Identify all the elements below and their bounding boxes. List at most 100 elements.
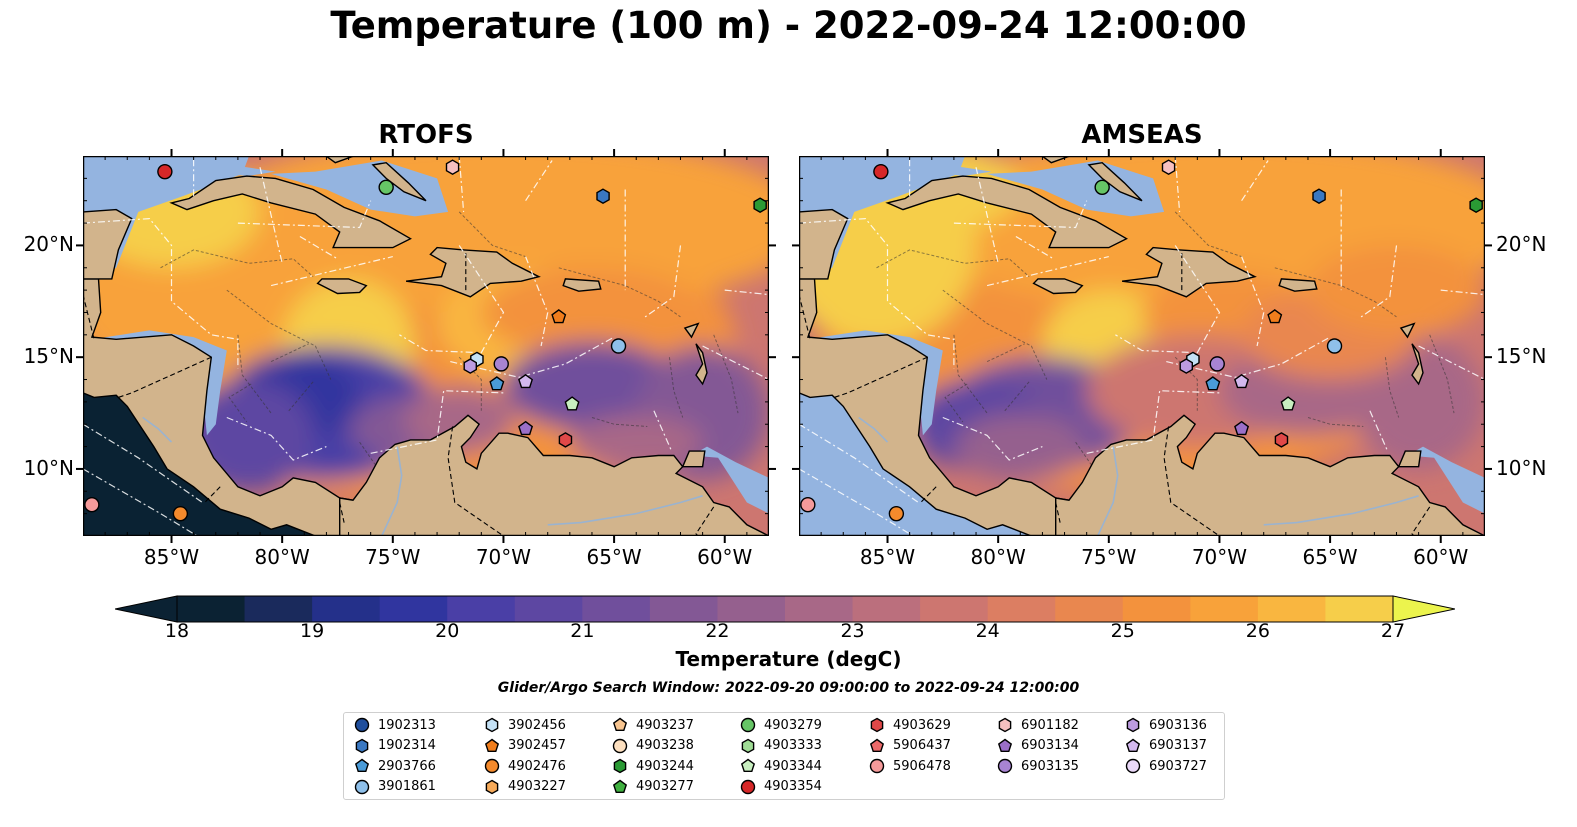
- pentagon-marker-icon: [612, 717, 628, 732]
- land-yucatan: [799, 208, 849, 280]
- cuba-shelf: [215, 164, 276, 177]
- legend-marker: [354, 758, 370, 773]
- land-southAmerica: [799, 414, 1485, 536]
- colorbar-segment: [987, 596, 1056, 622]
- colorbar-tick-label: 19: [300, 620, 325, 642]
- hexagon-marker-icon: [485, 717, 499, 733]
- colorbar-tick-label: 22: [705, 620, 730, 642]
- platform-markers: [84, 159, 767, 522]
- land-puertoRico: [562, 278, 602, 292]
- colorbar-label: Temperature (degC): [675, 647, 902, 671]
- legend-entry: 4903333: [740, 736, 822, 756]
- legend-label: 4903629: [893, 717, 951, 733]
- legend-label: 4903333: [764, 738, 822, 753]
- legend-entry: 1902314: [354, 736, 436, 756]
- platform-marker-6901182: [1161, 159, 1176, 176]
- legend-entry: 2903766: [354, 756, 436, 776]
- legend-entry: 4902476: [484, 756, 566, 776]
- hexagon-marker-icon: [485, 779, 499, 794]
- pentagon-marker-icon: [997, 738, 1013, 752]
- legend-marker: [997, 738, 1013, 752]
- platform-marker-6903134: [518, 420, 534, 436]
- legend-label: 6903135: [1021, 758, 1079, 774]
- colorbar-segment: [1122, 596, 1191, 622]
- colorbar-tick-label: 27: [1380, 620, 1406, 642]
- border: [204, 486, 221, 503]
- temperature-blob: [953, 413, 1087, 481]
- platform-marker-6903134: [1234, 420, 1250, 436]
- colorbar-segment: [1257, 596, 1327, 622]
- pentagon-marker-icon: [740, 758, 756, 773]
- borders: [799, 249, 1431, 536]
- eez-line: [270, 256, 393, 287]
- pentagon-marker-icon: [484, 738, 500, 752]
- legend-marker: [998, 717, 1012, 733]
- colorbar-tick-label: 20: [435, 620, 460, 642]
- eez-line: [799, 217, 955, 369]
- platform-marker-6903137: [1234, 373, 1250, 389]
- legend-marker: [612, 779, 628, 793]
- colorbar-segment: [379, 596, 448, 622]
- colorbar-tick-label: 21: [570, 620, 595, 642]
- lon-tick-label: 85°W: [859, 545, 916, 569]
- depth-contour: [1384, 357, 1400, 418]
- legend-label: 3902456: [508, 717, 566, 733]
- cuba-shelf: [931, 164, 992, 177]
- temperature-blob: [481, 267, 703, 358]
- legend-label: 1902314: [378, 738, 436, 753]
- platform-marker-6903135: [1209, 356, 1225, 372]
- depth-contour: [237, 334, 272, 414]
- lon-tick-label: 75°W: [365, 545, 421, 569]
- depth-contour: [944, 383, 968, 423]
- eez-line: [953, 200, 1088, 229]
- depth-contour: [668, 357, 684, 418]
- platform-marker-3902457: [551, 309, 567, 324]
- platform-marker-4903344: [564, 396, 580, 411]
- eez-line: [1086, 390, 1220, 454]
- legend-marker: [1125, 758, 1141, 774]
- platform-marker-6903137: [518, 373, 534, 389]
- legend-entry: 6903727: [1125, 756, 1207, 776]
- colorbar-segment: [447, 596, 516, 622]
- platform-marker-3901861: [610, 338, 627, 354]
- platform-marker-4903344: [1280, 396, 1296, 411]
- colorbar-frame: [176, 595, 1394, 623]
- depth-contour: [228, 383, 252, 423]
- lon-tick-label: 80°W: [970, 545, 1026, 569]
- eez-line: [1015, 235, 1054, 260]
- legend-entry: 4903244: [612, 756, 694, 776]
- platform-marker-6903136: [1179, 358, 1193, 374]
- land-yucatan: [83, 208, 133, 280]
- eez-line: [799, 423, 919, 503]
- circle-marker-icon: [354, 779, 370, 794]
- border: [339, 502, 345, 523]
- depth-contour: [288, 381, 314, 412]
- legend-marker: [484, 758, 500, 774]
- legend-entry: 3901861: [354, 777, 436, 797]
- legend-label: 6903137: [1149, 738, 1207, 753]
- circle-marker-icon: [354, 717, 370, 733]
- border: [118, 356, 212, 398]
- land-puertoRico: [1278, 278, 1318, 292]
- platform-marker-5906478: [84, 497, 100, 513]
- depth-contour: [1307, 417, 1364, 427]
- platform-marker-3902457: [1267, 309, 1283, 324]
- eez-line: [450, 336, 615, 378]
- colorbar-segment: [649, 596, 719, 622]
- border: [1055, 502, 1061, 523]
- depth-contour: [1274, 267, 1397, 318]
- platform-marker-2903766: [489, 376, 505, 391]
- eez-line: [299, 235, 338, 260]
- legend-marker: [870, 717, 884, 733]
- border: [920, 486, 937, 503]
- eez-line: [226, 416, 327, 461]
- temperature-blob: [503, 341, 681, 431]
- land: [83, 156, 769, 536]
- pacific-ocean: [83, 392, 316, 536]
- map-frame: [83, 156, 769, 536]
- colorbar-tick-label: 24: [975, 620, 1000, 642]
- land-trinidad: [681, 450, 706, 468]
- border: [834, 356, 928, 398]
- legend-marker: [354, 779, 370, 794]
- lon-tick-label: 70°W: [475, 545, 532, 569]
